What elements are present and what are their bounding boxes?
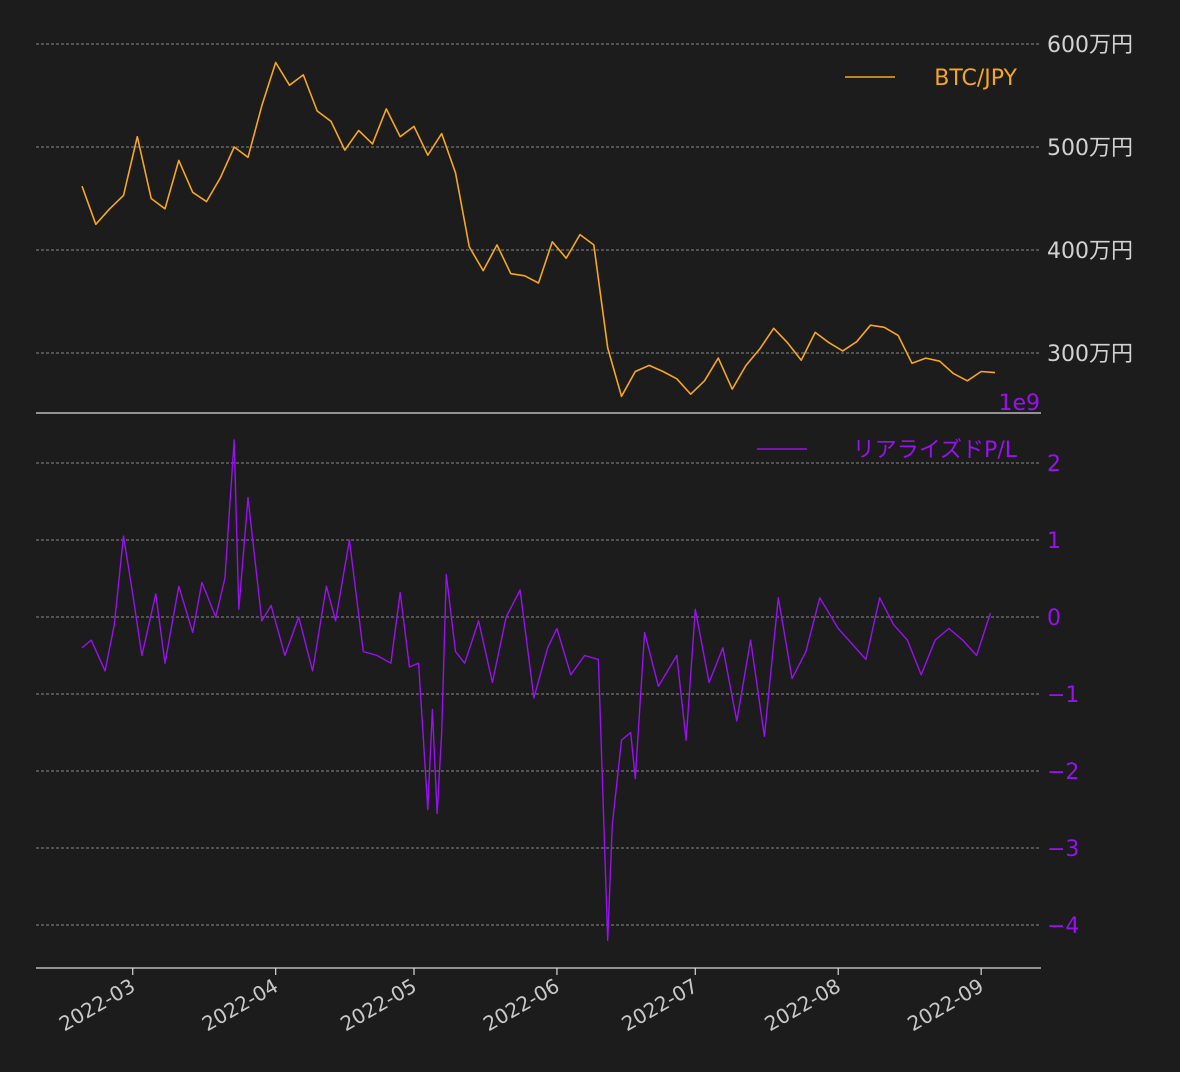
legend-label-pl: リアライズドP/L <box>853 438 1018 463</box>
bottom-y-tick-labels: −4 −3 −2 −1 0 1 2 <box>1047 452 1079 939</box>
bottom-y-tick-label: 1 <box>1047 529 1061 554</box>
bottom-y-tick-label: −2 <box>1047 760 1079 785</box>
bottom-y-tick-label: −4 <box>1047 914 1079 939</box>
bottom-y-tick-label: −3 <box>1047 837 1079 862</box>
top-y-tick-label: 400万円 <box>1047 239 1133 264</box>
top-y-tick-label: 500万円 <box>1047 136 1133 161</box>
bottom-legend: リアライズドP/L <box>757 438 1018 463</box>
top-y-tick-labels: 300万円 400万円 500万円 600万円 <box>1047 33 1133 367</box>
bottom-y-tick-label: −1 <box>1047 683 1079 708</box>
btc-jpy-series-line <box>81 61 996 398</box>
realized-pl-series-line <box>81 439 992 942</box>
bottom-gridlines <box>36 462 1040 926</box>
bottom-panel: −4 −3 −2 −1 0 1 2 1e9 リアライズドP/L <box>36 391 1079 942</box>
top-y-tick-label: 300万円 <box>1047 342 1133 367</box>
legend-label-btc: BTC/JPY <box>934 66 1017 91</box>
top-panel: 300万円 400万円 500万円 600万円 BTC/JPY <box>36 33 1133 398</box>
y-offset-label: 1e9 <box>998 391 1040 416</box>
top-y-tick-label: 600万円 <box>1047 33 1133 58</box>
bottom-y-tick-label: 2 <box>1047 452 1061 477</box>
bottom-y-tick-label: 0 <box>1047 606 1061 631</box>
top-legend: BTC/JPY <box>845 66 1018 91</box>
top-gridlines <box>36 43 1040 354</box>
